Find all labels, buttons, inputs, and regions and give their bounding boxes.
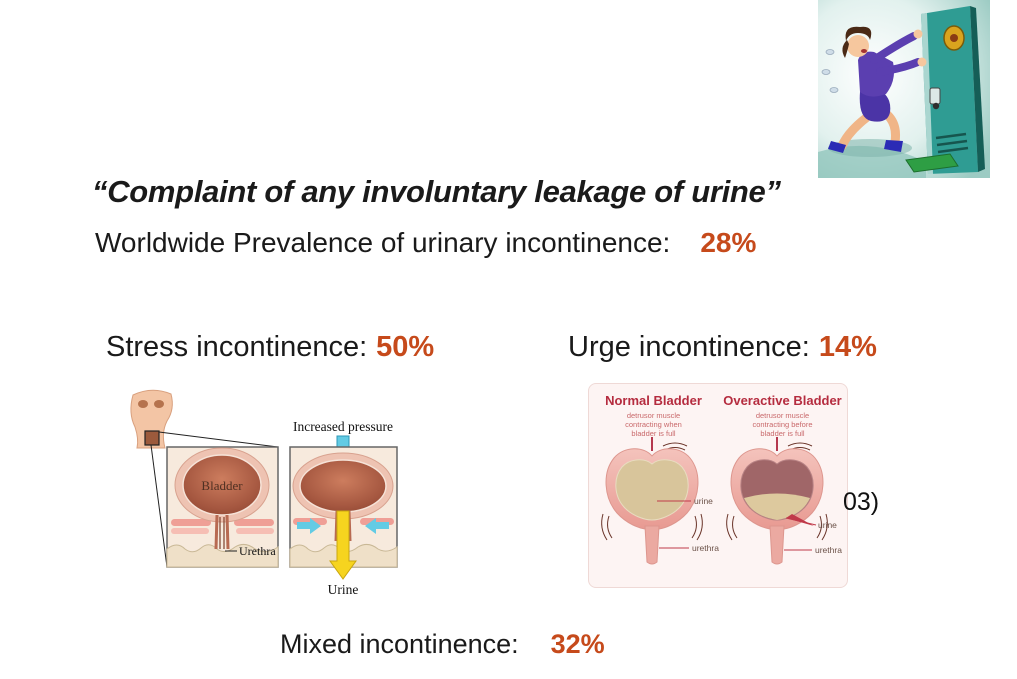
- stress-line: Stress incontinence: 50%: [106, 331, 434, 364]
- comparison-headers: Normal Bladder Overactive Bladder: [589, 384, 847, 408]
- urge-label: Urge incontinence:: [568, 331, 810, 363]
- comparison-illustrations: urine urethra urine ure: [601, 437, 842, 565]
- mixed-label: Mixed incontinence:: [280, 629, 519, 659]
- urethra-label: urethra: [815, 545, 842, 555]
- prevalence-line: Worldwide Prevalence of urinary incontin…: [95, 227, 756, 259]
- bladder-comparison-card: Normal Bladder Overactive Bladder detrus…: [588, 383, 848, 588]
- urge-value: 14%: [818, 331, 877, 363]
- door-lock: [929, 87, 941, 105]
- normal-bladder-figure: urine urethra: [601, 437, 719, 565]
- urge-line: Urge incontinence: 14%: [568, 331, 877, 364]
- urine-arrow-icon: [329, 510, 357, 580]
- stress-label: Stress incontinence:: [106, 331, 368, 363]
- stress-incontinence-diagram: Bladder Urethra Increased pressure Urine: [125, 381, 410, 601]
- overactive-bladder-figure: urine urethra: [726, 437, 842, 565]
- urine-label: Urine: [328, 582, 359, 597]
- restroom-door: [905, 6, 985, 174]
- normal-bladder-caption: detrusor muscle contracting when bladder…: [625, 411, 682, 438]
- door-handle: [932, 102, 940, 110]
- torso-inset: [130, 389, 279, 568]
- increased-pressure-label: Increased pressure: [293, 419, 393, 434]
- citation-fragment: 03): [843, 488, 880, 516]
- overactive-bladder-caption: detrusor muscle contracting before bladd…: [752, 411, 813, 438]
- zoom-source-box: [144, 430, 160, 446]
- sphincter-arrow-right-icon: [365, 518, 389, 534]
- prevalence-label: Worldwide Prevalence of urinary incontin…: [95, 227, 671, 258]
- sphincter-arrow-left-icon: [297, 518, 321, 534]
- urethra-label: urethra: [692, 543, 719, 553]
- prevalence-value: 28%: [700, 227, 757, 258]
- contraction-lines: [601, 442, 703, 541]
- normal-bladder-title: Normal Bladder: [605, 393, 702, 408]
- comparison-captions: detrusor muscle contracting when bladder…: [589, 411, 847, 438]
- running-woman: [821, 26, 927, 157]
- bladder-label: Bladder: [201, 478, 243, 493]
- mixed-line: Mixed incontinence: 32%: [280, 629, 605, 660]
- mixed-value: 32%: [550, 629, 605, 659]
- slide-title: “Complaint of any involuntary leakage of…: [92, 174, 781, 209]
- door-mat: [905, 153, 959, 173]
- urine-label: urine: [818, 520, 837, 530]
- door-vent: [935, 132, 969, 154]
- sweat-drops: [821, 49, 839, 93]
- urine-label: urine: [694, 496, 713, 506]
- cartoon-svg: [818, 0, 990, 178]
- stressed-anatomy-panel: Urine: [289, 446, 398, 597]
- overactive-bladder-title: Overactive Bladder: [723, 393, 842, 408]
- stress-diagram-svg: Bladder Urethra Increased pressure Urine: [130, 389, 398, 597]
- woman-running-to-restroom-illustration: [818, 0, 990, 178]
- normal-anatomy-panel: Bladder Urethra: [166, 446, 279, 568]
- stress-value: 50%: [376, 331, 435, 363]
- urethra-label: Urethra: [239, 544, 276, 558]
